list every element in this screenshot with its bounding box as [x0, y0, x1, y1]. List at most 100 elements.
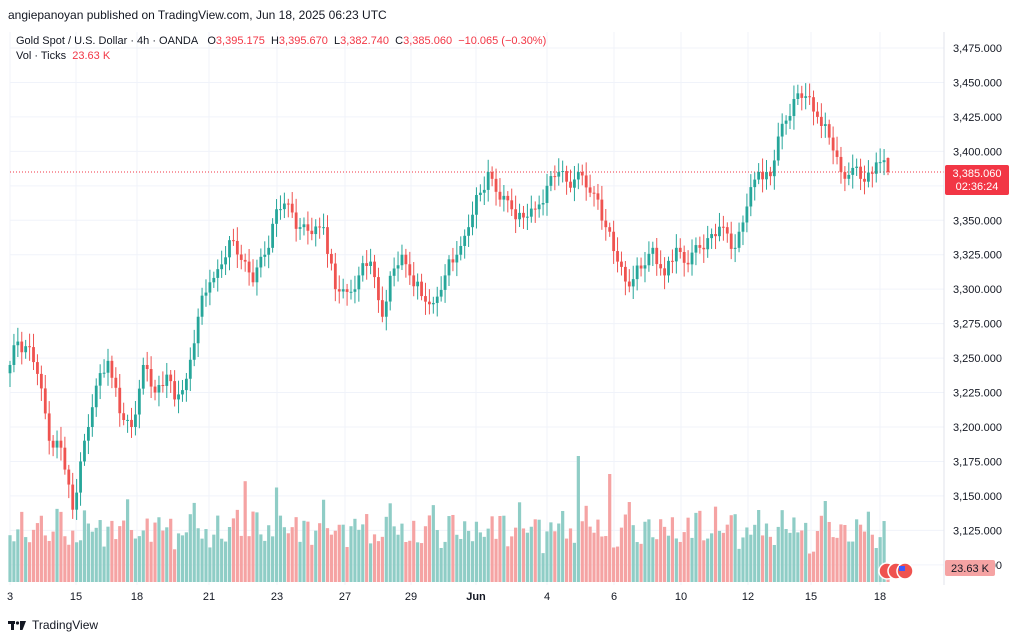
- price-tick: 3,175.000: [953, 456, 1002, 468]
- candle-body: [157, 385, 161, 393]
- volume-bar: [204, 529, 208, 582]
- candle-body: [396, 265, 400, 269]
- volume-bar: [8, 535, 12, 582]
- candle-body: [286, 203, 290, 205]
- volume-bar: [380, 536, 384, 582]
- volume-bar: [321, 499, 326, 582]
- candle-body: [631, 279, 635, 287]
- candle-body: [694, 245, 698, 253]
- volume-bar: [717, 530, 722, 582]
- volume-bar: [725, 524, 729, 582]
- candle-body: [721, 226, 725, 228]
- volume-bar: [882, 521, 886, 582]
- price-tick: 3,125.000: [953, 525, 1002, 537]
- publisher-line: angiepanoyan published on TradingView.co…: [8, 8, 387, 22]
- ohlc-row: Gold Spot / U.S. Dollar · 4h · OANDA O3,…: [16, 34, 546, 49]
- candle-body: [400, 254, 404, 266]
- volume-bar: [619, 527, 624, 582]
- candle-body: [569, 181, 572, 188]
- candle-body: [169, 374, 173, 382]
- candle-body: [804, 96, 808, 98]
- candle-body: [86, 427, 90, 441]
- candle-body: [47, 413, 51, 441]
- volume-bar: [553, 531, 557, 582]
- candle-body: [130, 419, 133, 427]
- candle-body: [361, 263, 365, 276]
- volume-bar: [494, 538, 498, 582]
- volume-bar: [243, 481, 247, 582]
- volume-bar: [486, 528, 490, 582]
- candle-body: [847, 174, 851, 179]
- candle-body: [322, 227, 325, 229]
- candle-body: [173, 381, 177, 400]
- volume-bar: [345, 547, 349, 582]
- price-tick: 3,200.000: [953, 422, 1002, 434]
- volume-bar: [506, 546, 510, 582]
- volume-bar: [12, 541, 16, 582]
- volume-bar: [310, 544, 314, 582]
- candle-body: [478, 192, 482, 196]
- candle-body: [294, 212, 298, 229]
- candle-body: [678, 247, 682, 252]
- volume-bar: [216, 515, 220, 582]
- volume-bar: [474, 521, 479, 582]
- candle-body: [302, 224, 306, 228]
- volume-bar: [682, 532, 686, 582]
- volume-bar: [666, 535, 671, 582]
- candle-body: [788, 116, 792, 121]
- time-tick: 15: [805, 591, 817, 603]
- volume-bar: [764, 523, 769, 582]
- volume-bar: [525, 532, 529, 582]
- candle-body: [737, 231, 741, 248]
- volume-bar: [455, 534, 459, 582]
- candle-body: [373, 261, 376, 278]
- time-tick: 27: [339, 591, 351, 603]
- candle-body: [369, 261, 373, 266]
- volume-label[interactable]: Vol · Ticks: [16, 50, 67, 62]
- volume-bar: [274, 487, 279, 582]
- price-axis[interactable]: 3,475.0003,450.0003,425.0003,400.0003,37…: [953, 43, 1002, 572]
- candle-body: [165, 374, 169, 386]
- volume-bar: [78, 540, 83, 582]
- candle-body: [490, 172, 494, 179]
- volume-bar: [251, 511, 255, 582]
- volume-bar: [545, 531, 549, 582]
- volume-bar: [721, 532, 725, 582]
- time-axis[interactable]: 3 15 18 21 23 27 29 Jun 4 6 10 12 15 18: [7, 591, 886, 603]
- volume-row: Vol · Ticks 23.63 K: [16, 49, 546, 64]
- candle-body: [522, 212, 525, 218]
- volume-bar: [372, 534, 377, 582]
- footer[interactable]: TradingView: [8, 618, 98, 632]
- candle-body: [561, 171, 565, 173]
- time-tick: 3: [7, 591, 13, 603]
- events-flag-icon[interactable]: [878, 562, 914, 580]
- candle-body: [580, 172, 584, 176]
- volume-bar: [737, 548, 741, 582]
- candle-body: [420, 281, 423, 297]
- candle-body: [600, 199, 604, 221]
- volume-bar: [749, 534, 753, 582]
- volume-bar: [839, 524, 843, 582]
- volume-bar: [431, 505, 435, 582]
- candle-body: [671, 260, 674, 262]
- candle-body: [43, 388, 47, 414]
- candle-body: [24, 346, 28, 353]
- candle-body: [647, 253, 651, 266]
- time-tick: 21: [203, 591, 215, 603]
- candle-body: [110, 360, 114, 378]
- volume-bar: [710, 533, 714, 582]
- candle-body: [612, 231, 616, 252]
- volume-bar: [780, 510, 784, 582]
- volume-bar: [75, 542, 79, 582]
- candle-body: [698, 245, 702, 248]
- candle-body: [79, 461, 82, 493]
- candle-body: [275, 209, 278, 224]
- symbol-title[interactable]: Gold Spot / U.S. Dollar · 4h · OANDA: [16, 35, 199, 47]
- candle-body: [686, 262, 690, 265]
- volume-bar: [271, 536, 275, 582]
- volume-bar: [145, 518, 149, 582]
- candle-body: [247, 261, 251, 273]
- volume-bar: [463, 521, 467, 582]
- volume-bar: [267, 525, 271, 582]
